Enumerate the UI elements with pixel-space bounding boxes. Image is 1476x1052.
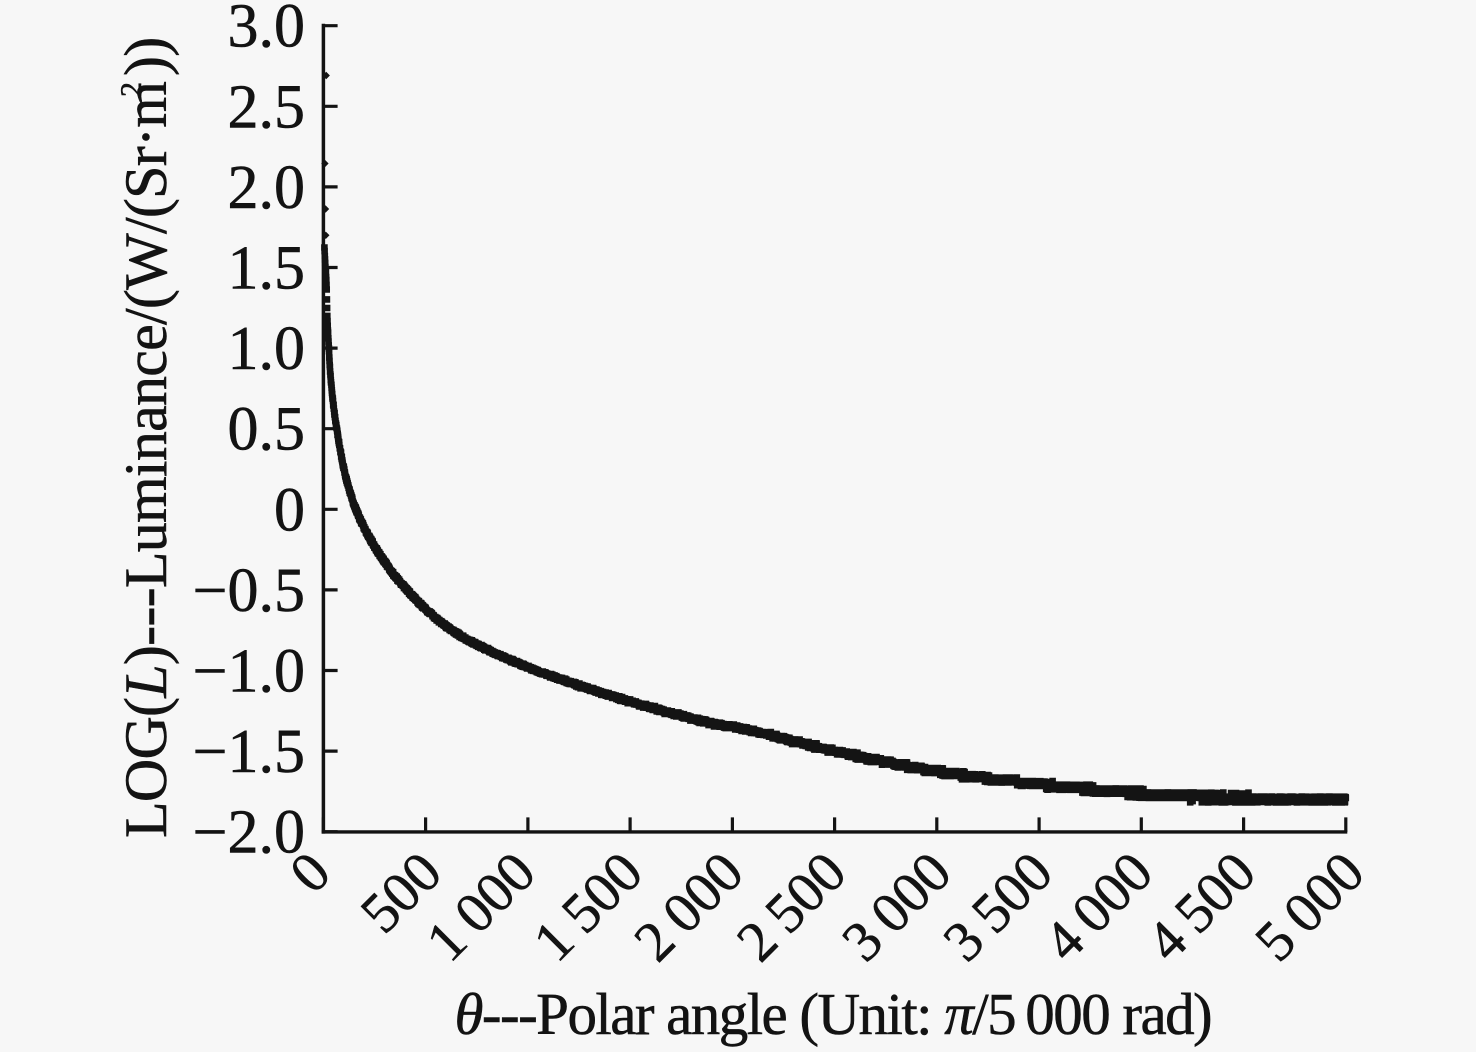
svg-text:2.5: 2.5	[228, 73, 306, 141]
svg-text:LOG(L)---Luminance/(W/(Sr·m: LOG(L)---Luminance/(W/(Sr·m	[113, 82, 179, 838]
svg-text:−1.0: −1.0	[193, 638, 305, 706]
svg-text:−0.5: −0.5	[193, 557, 305, 625]
svg-text:1.0: 1.0	[228, 315, 306, 383]
svg-text:θ---Polar angle (Unit: π/5 000: θ---Polar angle (Unit: π/5 000 rad)	[454, 981, 1211, 1047]
svg-text:−1.5: −1.5	[193, 718, 305, 786]
svg-text:0.5: 0.5	[228, 396, 306, 464]
svg-text:1.5: 1.5	[228, 235, 306, 303]
svg-text:3.0: 3.0	[228, 0, 306, 61]
svg-text:−2.0: −2.0	[193, 799, 305, 867]
svg-text:0: 0	[274, 476, 305, 544]
svg-text:2.0: 2.0	[228, 154, 306, 222]
svg-text:)): ))	[113, 38, 179, 76]
